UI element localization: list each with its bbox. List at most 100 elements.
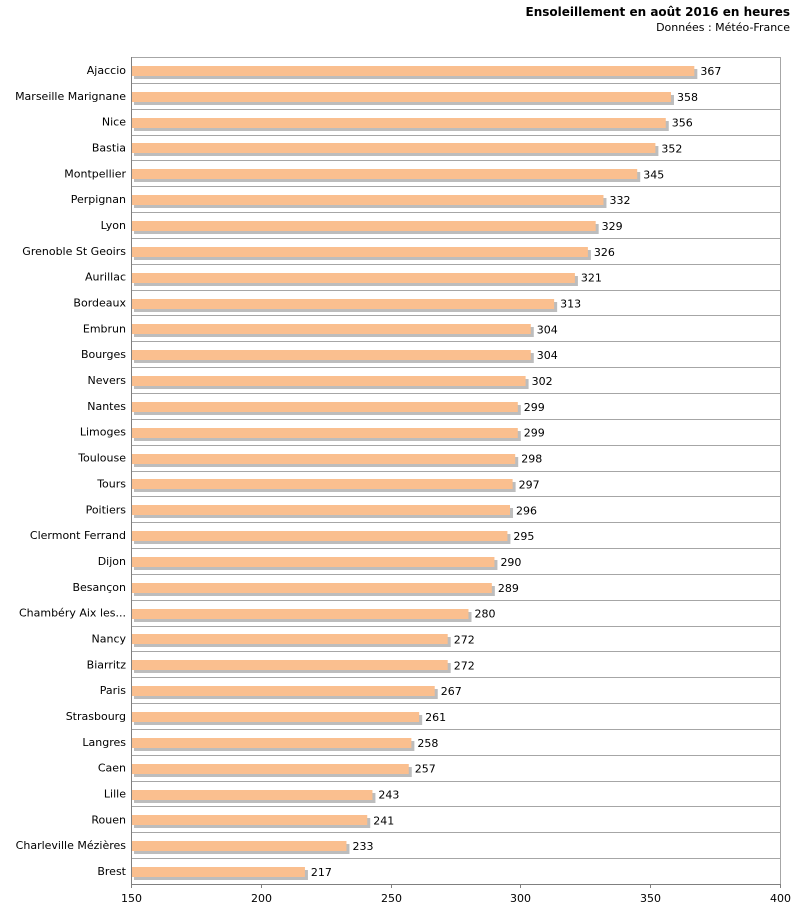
category-label: Montpellier xyxy=(64,167,126,180)
data-label: 358 xyxy=(677,91,698,104)
chart-subtitle: Données : Météo-France xyxy=(656,21,790,34)
category-label: Nevers xyxy=(87,374,126,387)
bar xyxy=(132,350,531,360)
x-tick-label: 150 xyxy=(121,892,142,905)
labels: 150 200 250 300 350 400 Ajaccio 367 Marseille Ma… xyxy=(15,64,791,905)
category-label: Biarritz xyxy=(87,658,127,671)
chart-title: Ensoleillement en août 2016 en heures xyxy=(525,5,790,19)
data-label: 257 xyxy=(415,763,436,776)
bar xyxy=(132,66,695,76)
grid-lines xyxy=(131,57,781,888)
data-label: 367 xyxy=(700,65,721,78)
bar xyxy=(132,221,596,231)
category-label: Besançon xyxy=(72,581,126,594)
category-label: Aurillac xyxy=(85,271,126,284)
category-label: Nice xyxy=(102,116,126,129)
category-label: Limoges xyxy=(80,426,126,439)
x-tick-label: 250 xyxy=(381,892,402,905)
data-label: 267 xyxy=(441,685,462,698)
data-label: 304 xyxy=(537,349,558,362)
bars xyxy=(132,66,698,880)
data-label: 289 xyxy=(498,582,519,595)
bar xyxy=(132,376,526,386)
bar xyxy=(132,454,516,464)
category-label: Lyon xyxy=(101,219,126,232)
bar xyxy=(132,169,638,179)
data-label: 352 xyxy=(661,142,682,155)
category-label: Nancy xyxy=(92,632,127,645)
data-label: 233 xyxy=(352,840,373,853)
data-label: 332 xyxy=(609,194,630,207)
data-label: 290 xyxy=(500,556,521,569)
data-label: 302 xyxy=(532,375,553,388)
data-label: 313 xyxy=(560,298,581,311)
bar xyxy=(132,531,508,541)
data-label: 329 xyxy=(602,220,623,233)
bar xyxy=(132,867,305,877)
bar xyxy=(132,247,588,257)
category-label: Brest xyxy=(97,865,126,878)
data-label: 298 xyxy=(521,453,542,466)
bar xyxy=(132,738,412,748)
data-label: 258 xyxy=(417,737,438,750)
bar xyxy=(132,505,511,515)
data-label: 299 xyxy=(524,401,545,414)
data-label: 243 xyxy=(378,789,399,802)
category-label: Charleville Mézières xyxy=(16,839,127,852)
bar xyxy=(132,764,409,774)
x-tick-label: 350 xyxy=(640,892,661,905)
bar xyxy=(132,402,518,412)
bar xyxy=(132,712,420,722)
data-label: 345 xyxy=(643,168,664,181)
data-label: 295 xyxy=(513,530,534,543)
bar xyxy=(132,273,575,283)
bar xyxy=(132,557,495,567)
category-label: Tours xyxy=(96,477,126,490)
data-label: 241 xyxy=(373,814,394,827)
data-label: 217 xyxy=(311,866,332,879)
data-label: 272 xyxy=(454,633,475,646)
data-label: 321 xyxy=(581,272,602,285)
bar xyxy=(132,634,448,644)
bar xyxy=(132,815,368,825)
category-label: Dijon xyxy=(98,555,126,568)
data-label: 297 xyxy=(519,478,540,491)
x-tick-label: 400 xyxy=(770,892,791,905)
category-label: Rouen xyxy=(91,813,126,826)
x-tick-label: 300 xyxy=(510,892,531,905)
data-label: 356 xyxy=(672,117,693,130)
bar xyxy=(132,609,469,619)
bar xyxy=(132,790,373,800)
bar xyxy=(132,92,671,102)
data-label: 280 xyxy=(474,608,495,621)
bar xyxy=(132,583,492,593)
category-label: Grenoble St Geoirs xyxy=(22,245,126,258)
category-label: Toulouse xyxy=(77,452,126,465)
x-tick-label: 200 xyxy=(251,892,272,905)
bar xyxy=(132,660,448,670)
bar xyxy=(132,841,347,851)
category-label: Strasbourg xyxy=(66,710,126,723)
category-label: Nantes xyxy=(87,400,126,413)
data-label: 326 xyxy=(594,246,615,259)
data-label: 299 xyxy=(524,427,545,440)
category-label: Marseille Marignane xyxy=(15,90,126,103)
category-label: Langres xyxy=(82,736,126,749)
category-label: Lille xyxy=(104,788,126,801)
category-label: Paris xyxy=(100,684,126,697)
bar xyxy=(132,428,518,438)
bar xyxy=(132,118,666,128)
category-label: Bastia xyxy=(92,141,126,154)
category-label: Embrun xyxy=(83,322,126,335)
bar xyxy=(132,324,531,334)
bar xyxy=(132,686,435,696)
category-label: Caen xyxy=(98,762,126,775)
bar xyxy=(132,195,604,205)
category-label: Perpignan xyxy=(71,193,126,206)
category-label: Bordeaux xyxy=(73,297,126,310)
category-label: Chambéry Aix les... xyxy=(19,607,126,620)
category-label: Bourges xyxy=(81,348,126,361)
data-label: 272 xyxy=(454,659,475,672)
bar xyxy=(132,479,513,489)
